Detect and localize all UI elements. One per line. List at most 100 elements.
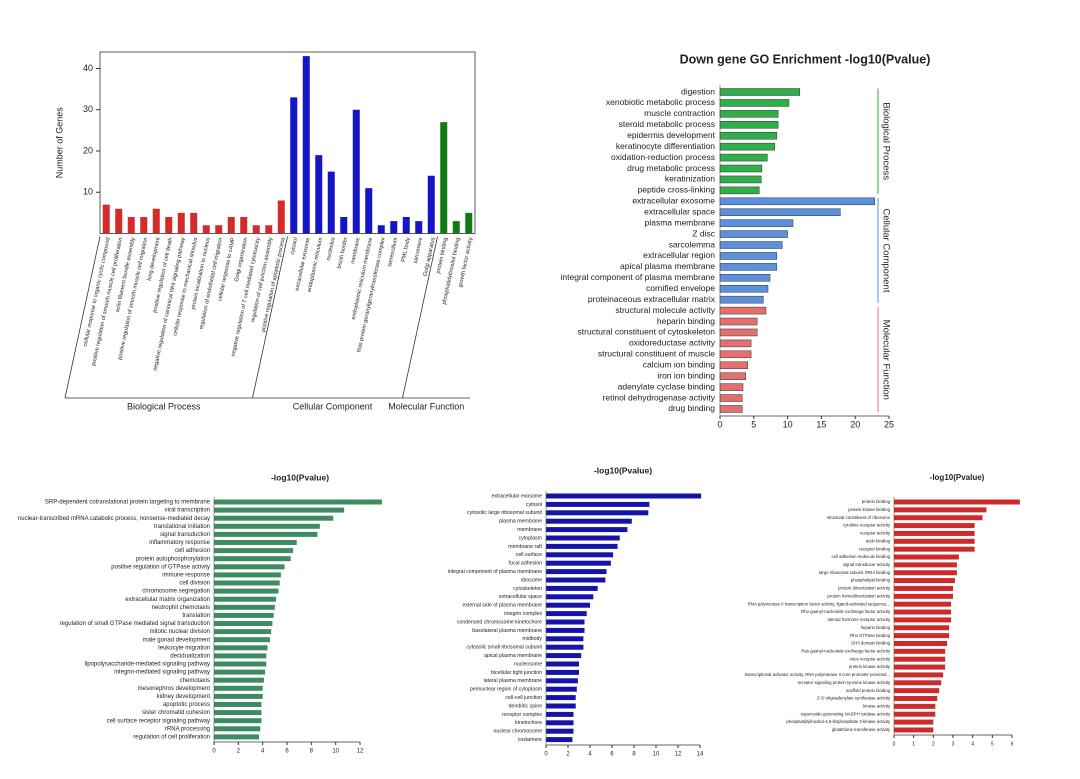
bar [894,546,975,552]
bar [719,405,743,413]
bar [214,653,267,659]
bar [214,710,262,716]
bar [719,284,769,293]
y-tick-label: keratinocyte differentiation [616,141,715,151]
y-tick-label: cytoplasm [519,535,542,541]
x-tick-label: cytosol [290,237,299,255]
y-tick-label: sarcolemma [669,239,716,249]
y-tick-label: cell adhesion molecule binding [831,554,890,559]
bar [719,186,760,195]
y-tick-label: adenylate cyclase binding [618,381,716,391]
y-tick-label: apical plasma membrane [620,261,715,271]
bar [894,578,955,584]
bar [894,640,948,646]
y-tick-label: phosphatidylinositol-4,5-bisphosphate 3-… [786,719,891,724]
bar [214,499,382,505]
bar [546,627,585,633]
y-tick-label: inflammatory response [149,540,210,546]
bar [340,217,348,234]
y-tick-label: leukocyte migration [158,645,210,651]
y-tick-label: peptide cross-linking [638,185,716,195]
bar [719,372,746,380]
y-tick-label: oxidation-reduction process [611,152,715,162]
bar [302,56,310,234]
y-tick-label: scaffold protein binding [846,688,891,693]
y-tick-label: integral component of plasma membrane [448,569,542,575]
group-separator [252,236,288,399]
y-tick-label: Z disc [692,228,715,238]
bar [214,564,285,570]
bar [894,696,938,701]
x-tick-label: sarcomere [413,237,424,264]
x-tick-label: 10 [332,749,339,755]
y-tick-label: kinetochore [515,720,542,726]
bar [214,548,294,554]
y-tick-label: ribosome [521,577,542,583]
bar [165,217,173,234]
y-tick-label: male gonad development [143,637,211,643]
bar [546,527,628,533]
bar [719,175,762,184]
bar [546,552,614,558]
y-tick-label: signal transduction [160,532,210,538]
x-tick-label: 10 [653,752,660,758]
x-tick-label: 12 [675,752,682,758]
y-tick-label: transcriptional activator activity, RNA … [745,672,890,677]
bar [719,306,767,315]
y-tick-label: heparin binding [861,625,891,630]
bar [214,540,297,545]
y-tick-label: extracellular region [643,250,715,260]
x-tick-label: 2 [566,752,570,758]
x-tick-label: membrane [350,237,361,264]
y-tick-label: cytokine receptor activity [843,523,891,528]
bar [214,612,274,618]
group-label: Molecular Function [880,320,891,400]
y-tick-label: Rho GTPase binding [850,633,890,638]
x-tick-label: 20 [850,419,860,429]
y-tick-label: 20 [83,145,93,155]
bar [140,217,148,234]
y-tick-label: nuclear chromosome [494,729,543,735]
y-tick-label: rRNA processing [165,726,210,732]
x-tick-label: 4 [971,741,974,747]
bar [214,718,262,724]
bar [719,350,752,359]
y-tick-label: kinase activity [863,704,891,709]
bar [214,515,334,521]
bar [546,611,587,617]
bar [214,556,291,562]
y-axis-label: Number of Genes [54,107,64,179]
group-separator [64,236,101,399]
bar [546,619,585,625]
x-tick-label: 0 [717,419,722,429]
y-tick-label: decidualization [170,653,210,659]
chart-title: Down gene GO Enrichment -log10(Pvalue) [680,52,931,66]
y-tick-label: extracellular matrix organization [125,597,210,603]
y-tick-label: lipopolysaccharide-mediated signaling pa… [85,662,210,668]
bar [546,728,574,734]
chart-title: -log10(Pvalue) [594,465,652,475]
bar [214,596,277,602]
bar [452,221,460,234]
y-tick-label: retinol dehydrogenase activity [603,392,716,402]
x-tick-label: 10 [783,419,793,429]
bar [546,678,578,684]
y-tick-label: regulation of cell proliferation [133,734,210,740]
x-tick-label: 0 [544,752,548,758]
group-separator [402,236,438,399]
y-tick-label: focal adhesion [509,561,543,567]
bar [214,637,270,643]
bar [894,530,975,536]
y-tick-label: cornified envelope [646,283,715,293]
bar [546,569,607,575]
bar [894,617,952,623]
y-tick-label: integrin-mediated signaling pathway [114,670,210,676]
bar [719,328,758,337]
bar [719,99,790,107]
bar [427,175,435,234]
bar [546,703,576,709]
bar [546,661,579,667]
bar [546,686,577,692]
y-tick-label: protein autophosphorylation [136,556,210,562]
bar [894,515,983,521]
